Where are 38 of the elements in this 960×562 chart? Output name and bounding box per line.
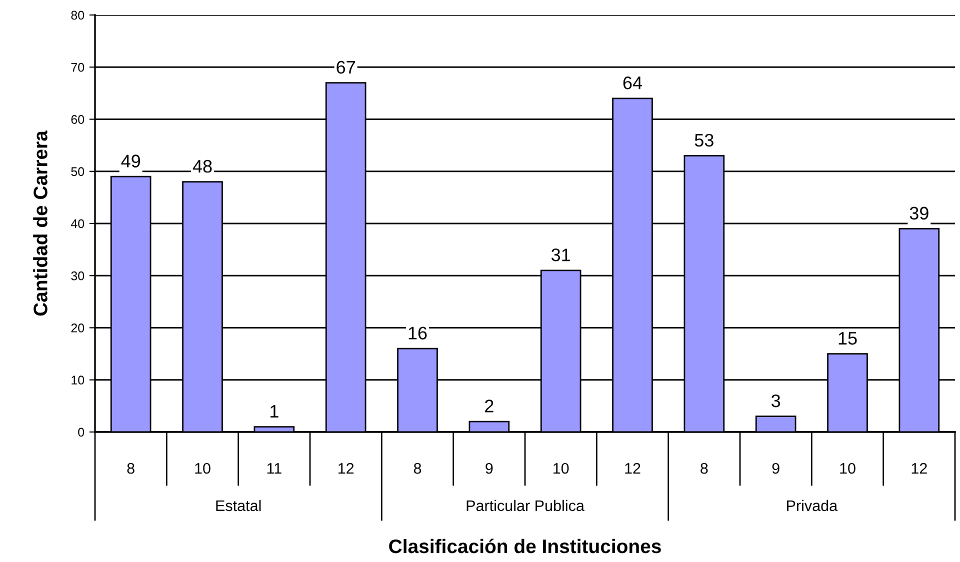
data-label: 16 — [408, 326, 427, 340]
y-axis-title: Cantidad de Carrera — [33, 130, 48, 316]
y-tick-label: 70 — [71, 62, 84, 72]
y-tick-label: 60 — [71, 115, 84, 124]
text: Estatal — [216, 500, 261, 512]
data-label: 31 — [551, 248, 570, 262]
data-label: 48 — [192, 160, 212, 173]
x-tick-label: 8 — [127, 462, 134, 474]
x-tick-label: 9 — [772, 462, 780, 474]
data-label: 39 — [910, 206, 928, 220]
x-tick-label: 10 — [840, 462, 856, 474]
data-label: 67 — [336, 60, 355, 74]
x-tick-label: 12 — [625, 462, 640, 474]
text: Privada — [787, 500, 838, 512]
x-tick-label: 12 — [912, 462, 927, 474]
data-label: 1 — [270, 405, 278, 418]
data-label: 2 — [485, 400, 494, 412]
y-tick-label: 30 — [71, 271, 84, 280]
x-tick-label: 12 — [338, 462, 354, 474]
x-tick-label: 11 — [267, 463, 282, 474]
y-tick-label: 10 — [72, 376, 84, 385]
data-label: 3 — [772, 394, 780, 408]
data-label: 49 — [121, 154, 140, 168]
x-tick-label: 8 — [414, 462, 422, 474]
y-tick-label: 0 — [78, 428, 84, 437]
y-tick-label: 40 — [70, 219, 84, 228]
x-tick-label: 10 — [195, 462, 210, 474]
x-tick-label: 10 — [554, 462, 569, 474]
x-tick-label: 8 — [700, 462, 708, 474]
text: Particular Publica — [466, 500, 584, 512]
data-label: 15 — [838, 332, 857, 345]
data-label: 53 — [694, 134, 714, 147]
data-label: 64 — [623, 76, 642, 90]
y-tick-label: 50 — [71, 167, 84, 176]
y-tick-label: 80 — [71, 10, 84, 20]
x-tick-label: 9 — [486, 462, 493, 474]
x-axis-title: Clasificación de Instituciones — [389, 538, 661, 554]
y-tick-label: 20 — [71, 324, 84, 332]
